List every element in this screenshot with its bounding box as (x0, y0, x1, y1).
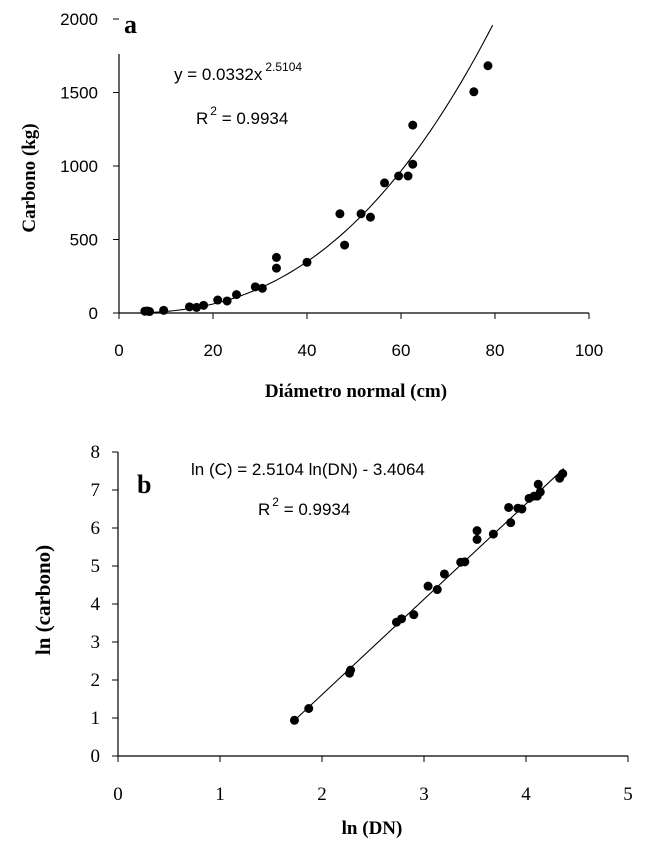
chart-a-data-point (213, 295, 223, 305)
chart-a-data-point (145, 307, 155, 317)
chart-a-data-point (185, 302, 194, 312)
chart-b-data-point (346, 665, 356, 675)
chart-a-data-point (403, 171, 413, 181)
chart-a-y-tick-label: 2000 (60, 10, 98, 29)
chart-a-y-tick-label: 1000 (60, 157, 98, 176)
chart-a-data-point (408, 159, 418, 169)
chart-a-data-point (365, 212, 375, 222)
chart-a-x-tick-label: 80 (486, 341, 505, 360)
chart-b-y-tick-label: 7 (91, 480, 101, 501)
chart-a-data-point (483, 61, 493, 71)
chart-b-equation: ln (C) = 2.5104 ln(DN) - 3.4064 (191, 460, 425, 479)
chart-b-data-point (488, 529, 498, 539)
chart-a-data-point (222, 296, 232, 306)
chart-a-equation: y = 0.0332x 2.5104 (174, 60, 302, 84)
chart-b-y-tick-label: 5 (91, 556, 101, 577)
chart-a-data-point (271, 263, 281, 273)
chart-b-axes (112, 451, 629, 762)
chart-a-x-tick-label: 40 (298, 341, 317, 360)
chart-a-panel-letter: a (124, 10, 137, 39)
chart-b-data-point (439, 569, 449, 579)
chart-b-y-axis-title: ln (carbono) (31, 545, 55, 655)
chart-b-data-point (472, 534, 482, 544)
chart-b-y-tick-label: 2 (91, 670, 101, 691)
chart-b-tick-labels: 0 1 2 3 4 5 0 1 2 3 4 5 6 7 8 (91, 442, 633, 805)
chart-a-data-point (340, 240, 350, 250)
chart-a-data-point (356, 209, 366, 219)
chart-b-data-point (506, 518, 516, 528)
chart-a-data-point (232, 290, 241, 300)
chart-a-data-point (335, 209, 345, 219)
chart-b-x-tick-label: 2 (317, 784, 327, 805)
chart-a-data-point (394, 171, 404, 181)
chart-a-y-tick-label: 500 (70, 231, 98, 250)
chart-b-y-tick-label: 1 (91, 708, 101, 729)
chart-b-data-point (423, 581, 433, 591)
chart-b-x-axis-title: ln (DN) (342, 818, 403, 839)
chart-a-data-point (302, 257, 312, 267)
chart-b-data-point (535, 487, 545, 497)
chart-b-points (289, 469, 568, 725)
chart-a-data-point (199, 300, 209, 310)
chart-a-data-point (257, 283, 267, 293)
chart-b-x-tick-label: 0 (113, 784, 123, 805)
chart-a-x-tick-label: 60 (392, 341, 411, 360)
chart-a-x-axis-title: Diámetro normal (cm) (265, 381, 447, 402)
chart-b-data-point (558, 469, 568, 479)
chart-b-data-point (409, 610, 419, 620)
chart-b-data-point (533, 479, 543, 489)
chart-a-y-axis-title: Carbono (kg) (19, 123, 40, 232)
chart-b-y-tick-label: 4 (91, 594, 101, 615)
chart-b-x-tick-label: 4 (521, 784, 531, 805)
chart-a-data-point (159, 305, 169, 315)
chart-b-data-point (289, 715, 299, 725)
chart-a-x-tick-label: 20 (204, 341, 223, 360)
chart-a-points (140, 61, 493, 317)
chart-a-data-point (192, 302, 202, 312)
chart-a-data-point (408, 120, 418, 130)
chart-a-y-tick-label: 0 (89, 304, 98, 323)
chart-a-data-point (469, 87, 479, 97)
chart-b-x-tick-label: 3 (419, 784, 429, 805)
chart-b-data-point (472, 526, 482, 536)
chart-b-y-tick-label: 3 (91, 632, 101, 653)
chart-b-y-tick-label: 8 (91, 442, 101, 463)
chart-a-data-point (380, 178, 390, 188)
chart-a-y-tick-label: 1500 (60, 84, 98, 103)
chart-b-data-point (432, 585, 442, 595)
chart-a-axes (113, 18, 590, 319)
chart-b-data-point (397, 614, 407, 624)
chart-a-x-tick-label: 100 (575, 341, 603, 360)
chart-b-x-tick-label: 1 (215, 784, 225, 805)
chart-b-y-tick-label: 0 (91, 746, 101, 767)
chart-a-data-point (250, 282, 260, 292)
chart-b-data-point (504, 502, 514, 512)
chart-b-y-tick-label: 6 (91, 518, 101, 539)
chart-b-data-point (517, 504, 527, 514)
chart-a-x-tick-label: 0 (114, 341, 123, 360)
chart-b-data-point (460, 557, 470, 567)
chart-b-x-tick-label: 5 (623, 784, 633, 805)
chart-b-data-point (304, 704, 314, 713)
chart-b-panel-letter: b (137, 470, 151, 499)
chart-a-data-point (271, 252, 281, 262)
